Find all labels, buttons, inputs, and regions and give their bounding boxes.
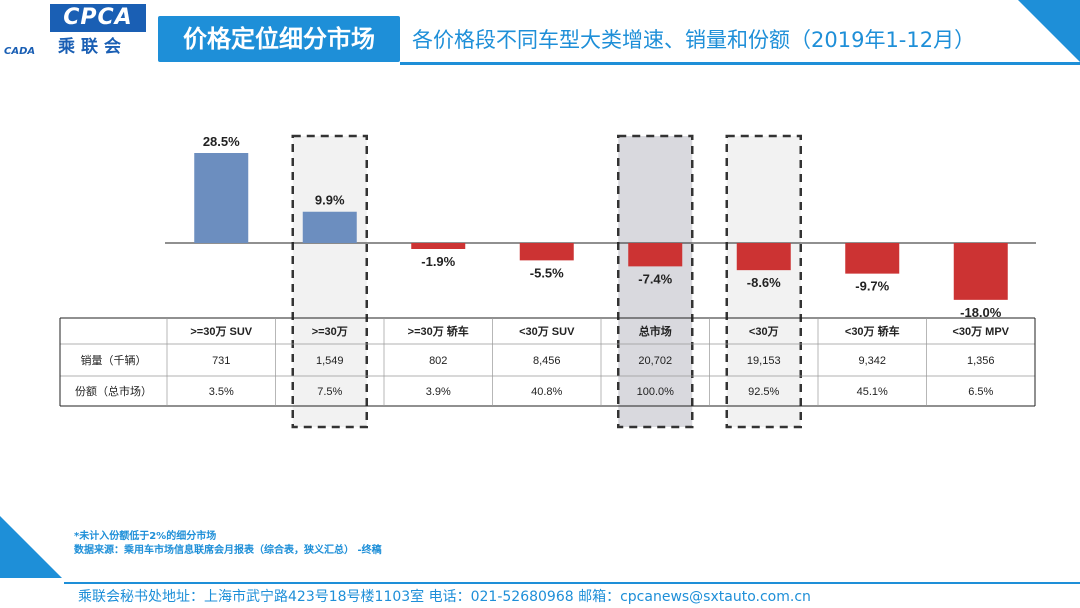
growth-bar-chart: 28.5% 9.9% -1.9% -5.5% -7.4% -8.6% -9.7% -18.0%… bbox=[59, 134, 1036, 429]
table-cell-1-3: 40.8% bbox=[531, 386, 562, 398]
table-row-label-0: 销量（千辆） bbox=[81, 353, 147, 367]
table-cell-1-7: 6.5% bbox=[968, 386, 993, 398]
page-title: 价格定位细分市场 bbox=[158, 16, 400, 62]
bar-label-2: -1.9% bbox=[421, 254, 455, 269]
table-row-label-1: 份额（总市场） bbox=[75, 384, 152, 398]
table-header-5: <30万 bbox=[749, 325, 779, 338]
bar-label-6: -9.7% bbox=[855, 279, 889, 294]
highlight-box-5 bbox=[725, 134, 802, 429]
bar-label-5: -8.6% bbox=[747, 275, 781, 290]
logo-text: CPCA bbox=[50, 4, 146, 32]
table-cell-1-1: 7.5% bbox=[317, 386, 342, 398]
cpca-logo: CPCA 乘联会 CADA bbox=[0, 0, 160, 62]
highlight-box-4 bbox=[617, 134, 694, 429]
table-header-4: 总市场 bbox=[639, 324, 672, 338]
table-cell-1-0: 3.5% bbox=[209, 386, 234, 398]
corner-decoration-top bbox=[1018, 0, 1080, 62]
logo-cn: 乘联会 bbox=[58, 37, 127, 57]
highlight-box-1 bbox=[291, 134, 368, 429]
bar-4 bbox=[628, 243, 683, 267]
table-header-0: >=30万 SUV bbox=[190, 325, 252, 338]
bar-2 bbox=[411, 243, 466, 249]
table-cell-0-3: 8,456 bbox=[533, 355, 561, 367]
table-header-2: >=30万 轿车 bbox=[408, 324, 469, 338]
table-cell-1-6: 45.1% bbox=[857, 386, 888, 398]
note-exclusion: *未计入份额低于2%的细分市场 bbox=[74, 531, 217, 542]
bar-1 bbox=[302, 211, 357, 243]
table-cell-0-4: 20,702 bbox=[638, 355, 672, 367]
table-cell-0-5: 19,153 bbox=[747, 355, 781, 367]
table-header-6: <30万 轿车 bbox=[845, 324, 900, 338]
bar-6 bbox=[845, 243, 900, 274]
bar-label-7: -18.0% bbox=[960, 305, 1002, 320]
table-cell-1-4: 100.0% bbox=[637, 386, 675, 398]
footer-contact: 乘联会秘书处地址：上海市武宁路423号18号楼1103室 电话：021-5268… bbox=[78, 589, 811, 605]
note-source: 数据来源：乘用车市场信息联席会月报表（综合表，狭义汇总） -终稿 bbox=[74, 545, 382, 556]
table-cell-0-1: 1,549 bbox=[316, 355, 344, 367]
bar-3 bbox=[519, 243, 574, 261]
bar-label-0: 28.5% bbox=[203, 134, 240, 149]
table-cell-1-5: 92.5% bbox=[748, 386, 779, 398]
bar-0 bbox=[194, 153, 249, 243]
bar-7 bbox=[953, 243, 1008, 300]
table-cell-0-2: 802 bbox=[429, 355, 447, 367]
table-header-3: <30万 SUV bbox=[519, 325, 575, 338]
table-cell-0-7: 1,356 bbox=[967, 355, 995, 367]
table-cell-0-6: 9,342 bbox=[858, 355, 886, 367]
logo-sub: CADA bbox=[4, 46, 36, 57]
header-divider bbox=[400, 62, 1080, 65]
bar-label-3: -5.5% bbox=[530, 265, 564, 280]
bar-label-1: 9.9% bbox=[315, 193, 345, 208]
table-cell-0-0: 731 bbox=[212, 355, 230, 367]
bar-5 bbox=[736, 243, 791, 271]
header: CPCA 乘联会 CADA 价格定位细分市场 各价格段不同车型大类增速、销量和份… bbox=[0, 0, 1080, 66]
corner-decoration-bottom bbox=[0, 516, 62, 578]
table-header-1: >=30万 bbox=[312, 325, 348, 338]
bar-label-4: -7.4% bbox=[638, 271, 672, 286]
page-subtitle: 各价格段不同车型大类增速、销量和份额（2019年1-12月） bbox=[412, 28, 976, 52]
table-cell-1-2: 3.9% bbox=[426, 386, 451, 398]
footer-divider bbox=[64, 582, 1080, 584]
table-header-7: <30万 MPV bbox=[952, 325, 1009, 338]
